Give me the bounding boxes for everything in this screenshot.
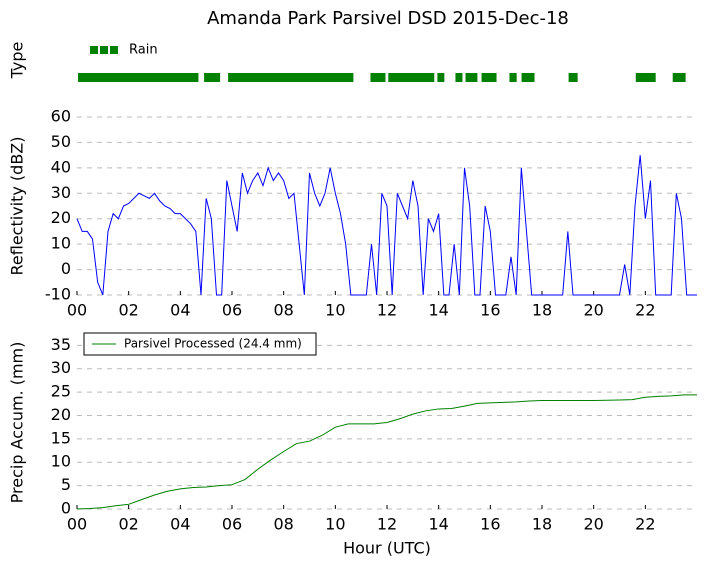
x-tick-label: 18 bbox=[532, 301, 552, 320]
y-tick-label: -10 bbox=[45, 285, 71, 304]
x-tick-label: 10 bbox=[325, 301, 345, 320]
y-tick-label: 0 bbox=[61, 499, 71, 518]
rain-interval bbox=[568, 73, 578, 82]
x-tick-label: 02 bbox=[118, 301, 138, 320]
x-tick-label: 16 bbox=[480, 301, 500, 320]
x-tick-label: 14 bbox=[428, 301, 448, 320]
x-tick-label: 20 bbox=[583, 515, 603, 534]
x-tick-label: 10 bbox=[325, 515, 345, 534]
rain-interval bbox=[455, 73, 463, 82]
data-line bbox=[76, 394, 697, 510]
x-tick-label: 16 bbox=[480, 515, 500, 534]
y-tick-label: 10 bbox=[51, 452, 71, 471]
figure-title: Amanda Park Parsivel DSD 2015-Dec-18 bbox=[207, 8, 569, 29]
y-tick-label: 0 bbox=[61, 259, 71, 278]
y-tick-label: 35 bbox=[51, 335, 71, 354]
y-tick-label: 5 bbox=[61, 475, 71, 494]
y-tick-label: 60 bbox=[51, 107, 71, 126]
y-tick-label: 20 bbox=[51, 405, 71, 424]
legend-label: Rain bbox=[129, 43, 158, 58]
rain-interval bbox=[672, 73, 686, 82]
data-line bbox=[76, 155, 697, 296]
y-tick-label: 15 bbox=[51, 428, 71, 447]
x-tick-label: 06 bbox=[222, 301, 242, 320]
x-tick-label: 00 bbox=[67, 301, 87, 320]
rain-interval bbox=[509, 73, 517, 82]
y-tick-label: 50 bbox=[51, 132, 71, 151]
x-tick-label: 22 bbox=[635, 301, 655, 320]
x-tick-label: 12 bbox=[377, 301, 397, 320]
rain-interval bbox=[635, 73, 656, 82]
rain-interval bbox=[78, 73, 199, 82]
x-tick-label: 06 bbox=[222, 515, 242, 534]
x-tick-label: 00 bbox=[67, 515, 87, 534]
rain-interval bbox=[437, 73, 445, 82]
y-axis-label: Reflectivity (dBZ) bbox=[8, 137, 27, 276]
x-tick-label: 04 bbox=[170, 301, 190, 320]
y-axis-label: Type bbox=[8, 42, 27, 80]
legend-label: Parsivel Processed (24.4 mm) bbox=[124, 337, 302, 351]
rain-interval bbox=[481, 73, 497, 82]
rain-interval bbox=[388, 73, 435, 82]
y-tick-label: 25 bbox=[51, 382, 71, 401]
y-axis-label: Precip Accum. (mm) bbox=[8, 342, 27, 504]
x-tick-label: 12 bbox=[377, 515, 397, 534]
y-tick-label: 30 bbox=[51, 183, 71, 202]
x-tick-label: 04 bbox=[170, 515, 190, 534]
y-tick-label: 30 bbox=[51, 358, 71, 377]
x-tick-label: 18 bbox=[532, 515, 552, 534]
legend-box bbox=[83, 332, 317, 356]
y-tick-label: 10 bbox=[51, 234, 71, 253]
rain-interval bbox=[228, 73, 354, 82]
legend-swatch bbox=[110, 46, 118, 54]
x-tick-label: 08 bbox=[273, 515, 293, 534]
x-tick-label: 02 bbox=[118, 515, 138, 534]
legend-swatch bbox=[100, 46, 108, 54]
rain-interval bbox=[465, 73, 478, 82]
rain-interval bbox=[204, 73, 221, 82]
y-tick-label: 20 bbox=[51, 208, 71, 227]
x-tick-label: 22 bbox=[635, 515, 655, 534]
y-tick-label: 40 bbox=[51, 157, 71, 176]
rain-interval bbox=[521, 73, 535, 82]
legend-swatch bbox=[90, 46, 98, 54]
rain-interval bbox=[370, 73, 386, 82]
x-tick-label: 20 bbox=[583, 301, 603, 320]
x-axis-label: Hour (UTC) bbox=[343, 539, 431, 558]
x-tick-label: 08 bbox=[273, 301, 293, 320]
x-tick-label: 14 bbox=[428, 515, 448, 534]
